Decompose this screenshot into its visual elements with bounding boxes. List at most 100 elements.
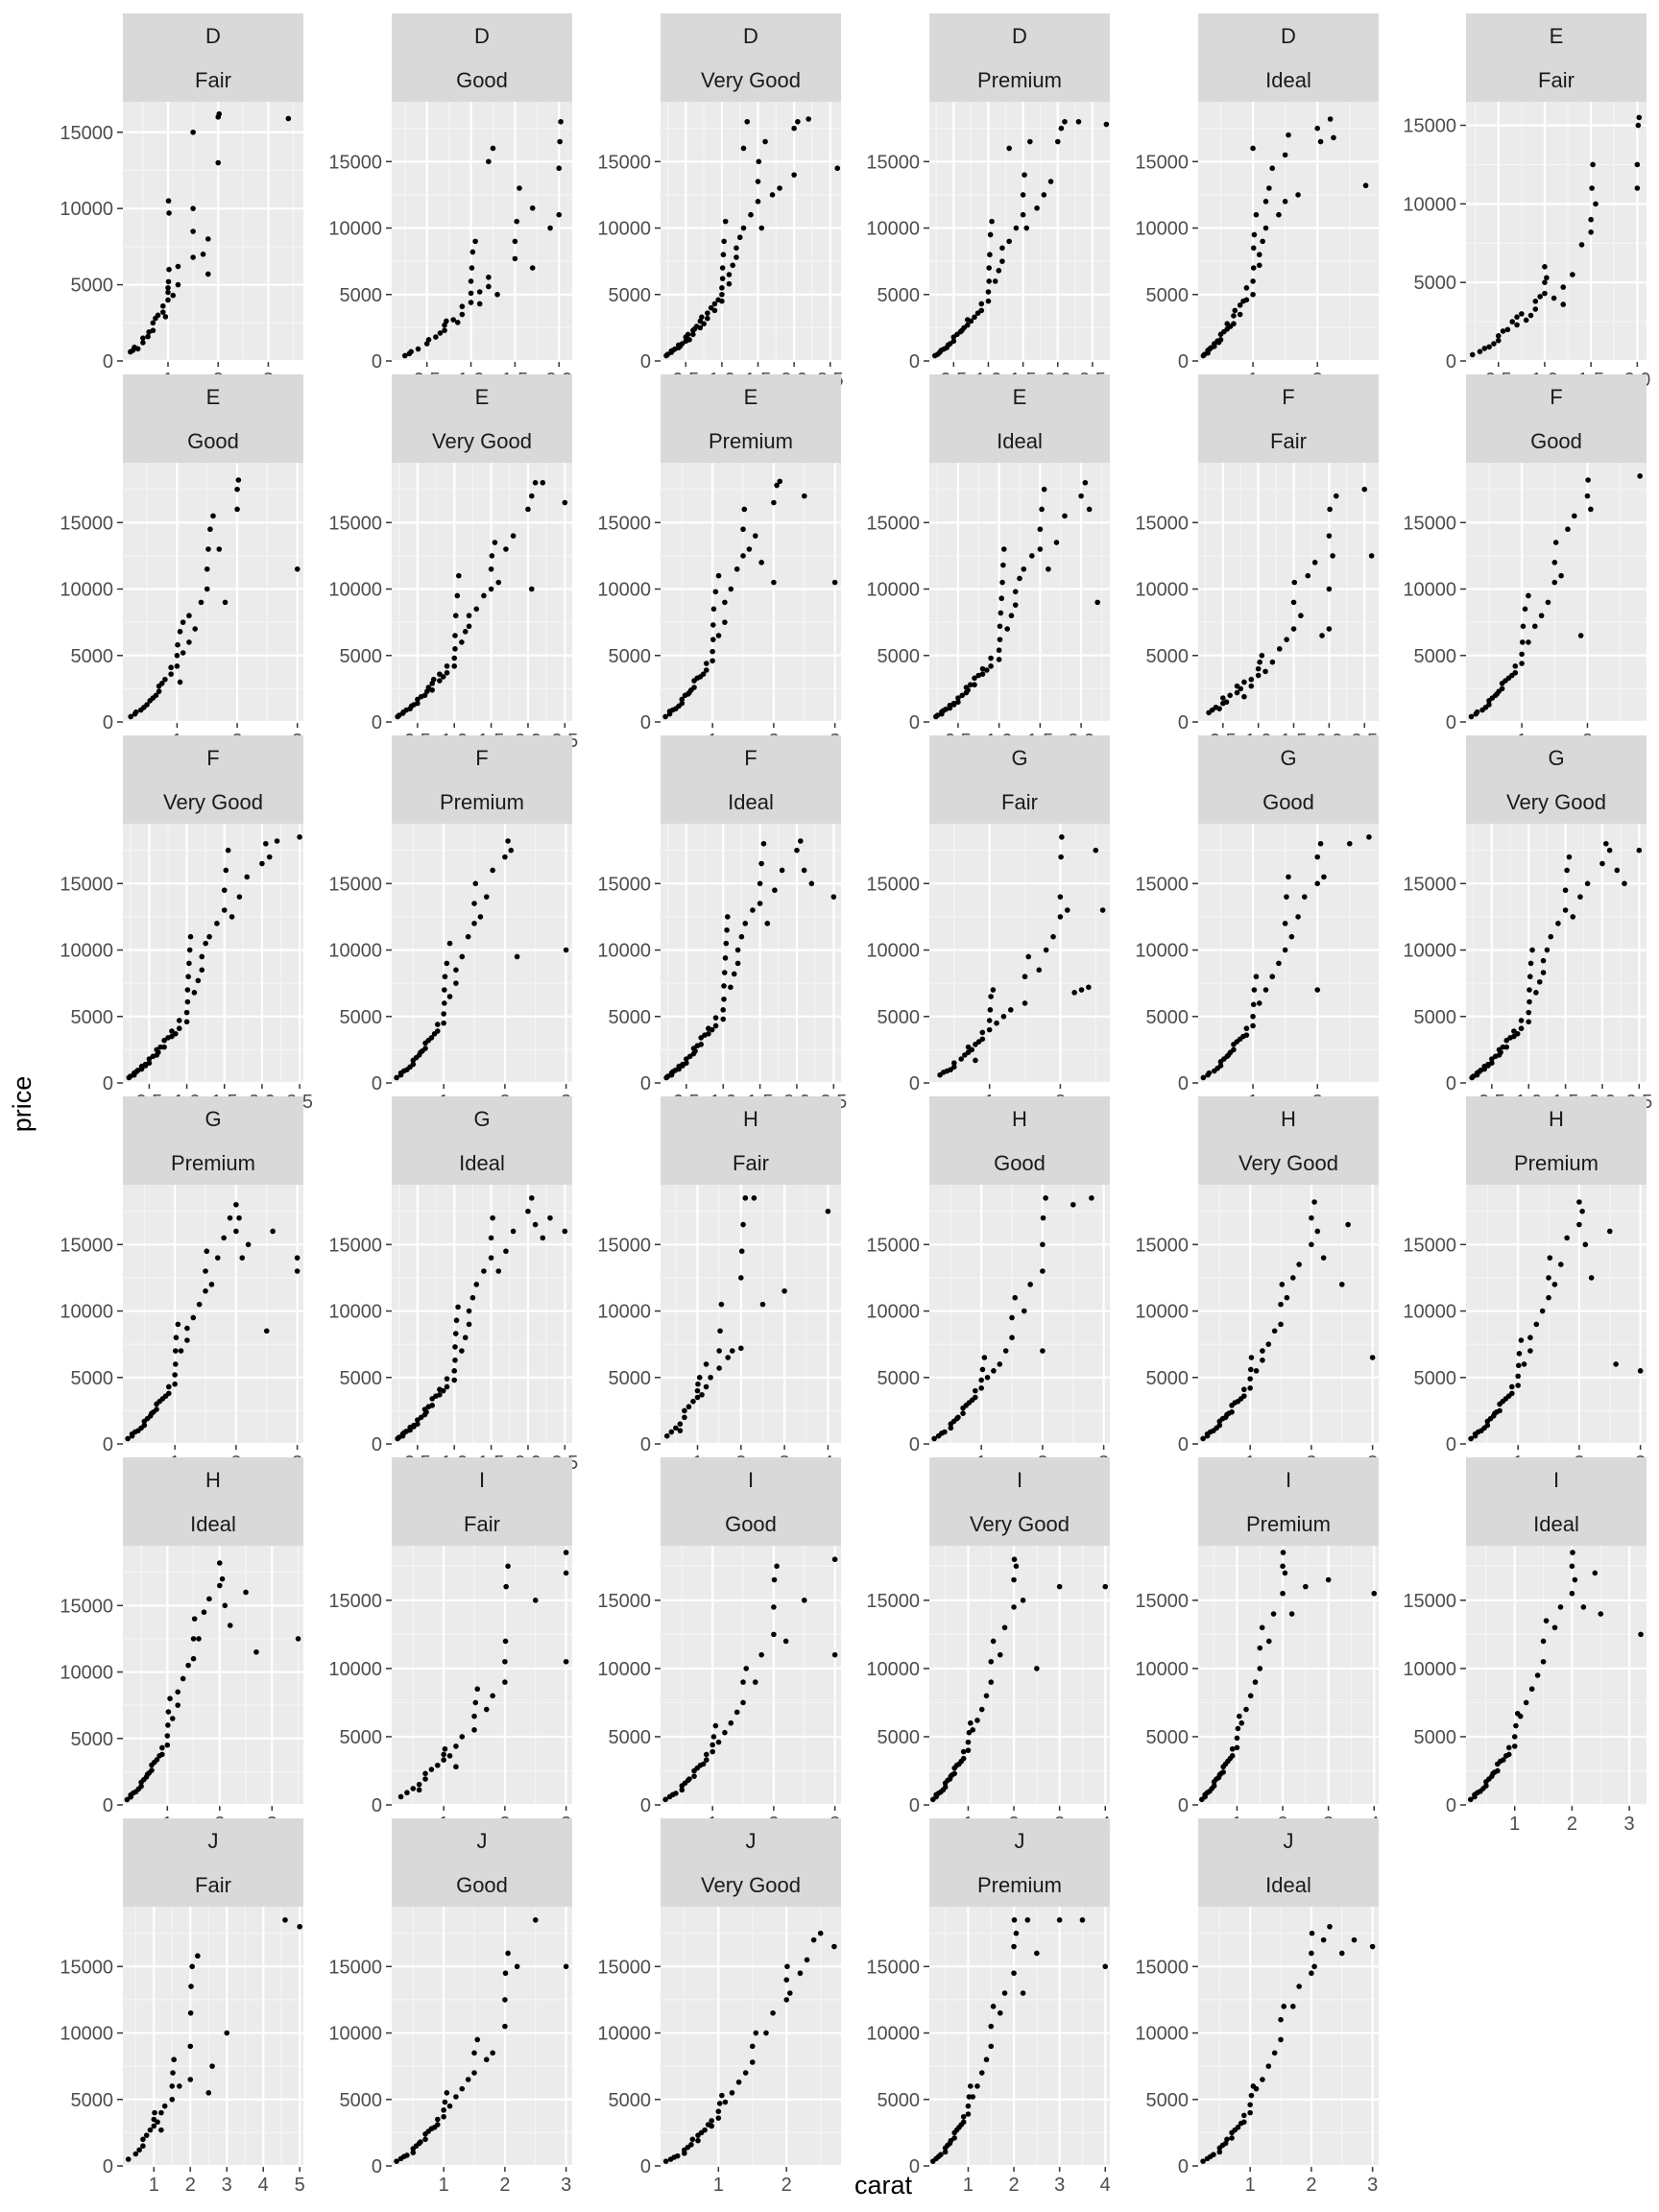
data-point	[782, 1638, 789, 1645]
data-point	[1495, 1767, 1501, 1774]
strip-color-label: E	[1013, 385, 1027, 409]
data-point	[749, 2059, 756, 2065]
data-point	[1260, 238, 1265, 245]
data-point	[1007, 1007, 1014, 1013]
y-tick-label: 5000	[878, 285, 921, 306]
data-point	[1345, 1221, 1351, 1228]
data-point	[1637, 1368, 1644, 1374]
data-point	[1241, 693, 1247, 700]
data-point	[716, 2101, 723, 2106]
data-point	[1281, 2004, 1287, 2009]
data-point	[154, 1407, 159, 1412]
data-point	[454, 320, 461, 325]
panel-background	[1466, 463, 1647, 722]
x-tick-label: 3	[1624, 1814, 1635, 1835]
data-point	[691, 685, 697, 690]
data-point	[183, 1009, 190, 1016]
data-point	[1050, 933, 1056, 940]
strip-cut-label: Very Good	[432, 429, 532, 453]
data-point	[1529, 947, 1535, 953]
strip-color-label: J	[746, 1829, 757, 1853]
data-point	[742, 1195, 749, 1201]
data-point	[1271, 1328, 1278, 1334]
data-point	[758, 225, 765, 231]
data-point	[165, 289, 171, 296]
strip-color-bg	[929, 13, 1110, 58]
strip-color-bg	[1198, 1457, 1379, 1502]
data-point	[1518, 1337, 1525, 1343]
data-point	[140, 340, 146, 346]
data-point	[508, 847, 515, 854]
data-point	[1497, 1407, 1503, 1414]
data-point	[173, 1334, 180, 1341]
data-point	[205, 2090, 212, 2096]
data-point	[159, 1744, 165, 1751]
data-point	[486, 158, 492, 165]
data-point	[459, 2085, 466, 2092]
y-tick-label: 5000	[71, 1007, 114, 1028]
x-tick-label: 2	[781, 2175, 792, 2196]
y-tick-label: 15000	[866, 152, 920, 173]
data-point	[1011, 1917, 1018, 1923]
data-point	[502, 2023, 508, 2030]
data-point	[1542, 279, 1548, 285]
data-point	[1522, 606, 1528, 613]
data-point	[999, 258, 1005, 264]
data-point	[1001, 1624, 1008, 1631]
data-point	[786, 1990, 793, 1996]
data-point	[1053, 540, 1060, 545]
panel-background	[661, 102, 841, 361]
data-point	[466, 623, 472, 630]
data-point	[947, 341, 953, 347]
facet-panels: DFair123050001000015000DGood0.51.01.52.0…	[60, 13, 1652, 2196]
data-point	[483, 894, 490, 900]
data-point	[236, 1214, 242, 1221]
data-point	[172, 1372, 178, 1378]
strip-color-label: D	[743, 24, 758, 48]
data-point	[984, 1374, 991, 1381]
y-tick-label: 10000	[866, 1659, 920, 1680]
data-point	[1317, 138, 1324, 145]
data-point	[1369, 1355, 1376, 1360]
data-point	[1564, 1235, 1570, 1241]
data-point	[1320, 1936, 1327, 1943]
data-point	[794, 847, 800, 854]
data-point	[1001, 1990, 1008, 1996]
data-point	[557, 138, 563, 145]
data-point	[1602, 840, 1609, 847]
data-point	[1039, 506, 1045, 513]
data-point	[1467, 1796, 1474, 1803]
data-point	[1250, 245, 1257, 252]
data-point	[472, 1699, 479, 1706]
data-point	[140, 335, 146, 341]
data-point	[1247, 2109, 1253, 2116]
data-point	[1309, 1241, 1314, 1248]
data-point	[1099, 907, 1106, 913]
data-point	[1224, 1411, 1230, 1418]
data-point	[434, 1022, 441, 1027]
y-tick-label: 10000	[597, 219, 651, 240]
panel-background	[392, 1185, 572, 1444]
data-point	[979, 1029, 986, 1036]
data-point	[1243, 1025, 1250, 1032]
data-point	[973, 1057, 978, 1064]
strip-color-label: E	[475, 385, 490, 409]
y-tick-label: 0	[640, 1434, 651, 1455]
data-point	[1509, 319, 1516, 325]
y-tick-label: 15000	[866, 513, 920, 534]
strip-color-bg	[1466, 13, 1647, 58]
data-point	[1572, 1576, 1578, 1583]
data-point	[1533, 990, 1539, 996]
y-tick-label: 0	[1178, 2156, 1189, 2177]
data-point	[1330, 553, 1335, 559]
data-point	[190, 205, 196, 211]
data-point	[691, 1773, 697, 1779]
data-point	[204, 271, 211, 277]
data-point	[204, 565, 210, 572]
data-point	[955, 1414, 961, 1421]
